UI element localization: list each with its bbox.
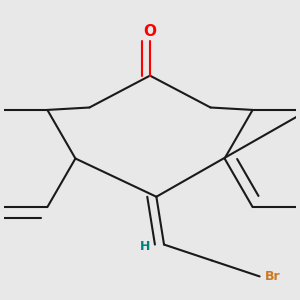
Text: H: H [140, 240, 150, 253]
Text: Br: Br [265, 270, 281, 283]
Text: O: O [143, 24, 157, 39]
